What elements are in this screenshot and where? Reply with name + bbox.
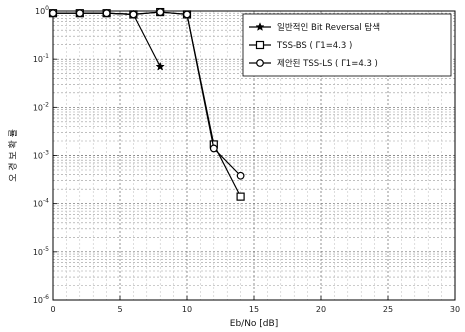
axis-ticks: 0 5 10 15 20 25 30 100 10-1 10-2 10-3 10-4 10-5 10-6 <box>33 5 460 314</box>
data-point-tss-ls <box>129 10 138 19</box>
legend: 일반적인 Bit Reversal 탐색 TSS-BS ( Γ1=4.3 ) 제… <box>242 13 452 77</box>
data-point-tss-ls <box>102 9 111 18</box>
y-tick-label: 100 <box>35 5 49 16</box>
legend-box <box>242 13 452 77</box>
legend-marker-tss-ls <box>256 59 264 67</box>
series-tss-ls <box>49 8 245 180</box>
x-tick-label: 20 <box>316 305 326 314</box>
y-axis-label: 오 경 보 확 률 <box>7 129 19 182</box>
data-point-tss-ls <box>236 171 245 180</box>
data-point-tss-ls <box>183 10 191 19</box>
x-tick-label: 15 <box>249 305 259 314</box>
data-point-tss-ls <box>209 144 218 153</box>
x-tick-label: 25 <box>383 305 393 314</box>
series-line-tss-ls <box>53 11 242 177</box>
x-axis-label: Eb/No [dB] <box>230 319 278 329</box>
legend-label-tss-bs: TSS-BS ( Γ1=4.3 ) <box>276 41 352 51</box>
data-point-tss-ls <box>75 9 84 18</box>
y-tick-label: 10-5 <box>33 246 49 257</box>
x-tick-label: 5 <box>117 305 122 314</box>
data-point-bit-reversal <box>155 61 165 71</box>
y-tick-label: 10-4 <box>33 198 49 209</box>
data-point-tss-bs <box>236 192 245 201</box>
y-tick-label: 10-6 <box>33 294 49 305</box>
x-tick-label: 10 <box>182 305 192 314</box>
legend-marker-tss-bs <box>255 40 265 50</box>
legend-marker-bit-reversal <box>255 22 265 31</box>
data-point-tss-ls <box>156 8 165 16</box>
y-tick-label: 10-2 <box>33 101 49 112</box>
x-tick-label: 30 <box>450 305 460 314</box>
data-point-tss-ls <box>49 9 57 18</box>
legend-label-tss-ls: 제안된 TSS-LS ( Γ1=4.3 ) <box>277 58 378 69</box>
x-tick-label: 0 <box>50 305 55 314</box>
series-group <box>48 7 245 201</box>
y-tick-label: 10-3 <box>33 150 49 161</box>
y-tick-label: 10-1 <box>33 53 49 64</box>
legend-label-bit-reversal: 일반적인 Bit Reversal 탐색 <box>277 22 380 33</box>
